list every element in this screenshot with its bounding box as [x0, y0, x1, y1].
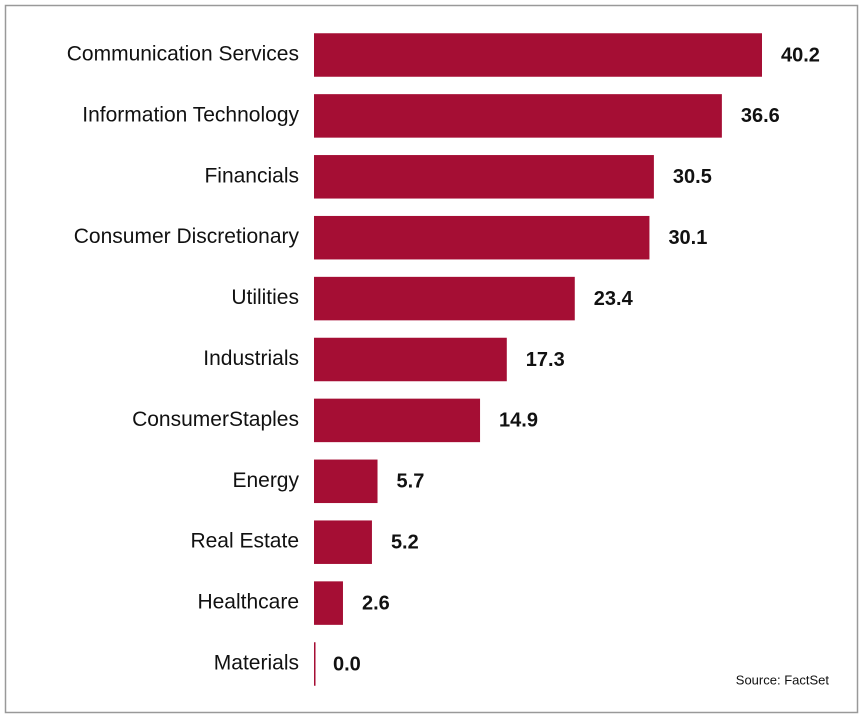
value-label: 0.0 [333, 653, 361, 675]
category-label: Healthcare [197, 591, 299, 614]
value-label: 30.1 [668, 227, 707, 249]
bar [314, 581, 343, 625]
category-label: Utilities [231, 286, 299, 309]
value-label: 5.2 [391, 531, 419, 553]
frame [4, 4, 859, 714]
value-label: 17.3 [526, 349, 565, 371]
source-note: Source: FactSet [736, 672, 830, 687]
bar [314, 155, 654, 199]
category-label: Communication Services [67, 43, 299, 66]
category-label: Industrials [203, 347, 299, 370]
bar [314, 520, 372, 564]
category-label: ConsumerStaples [132, 408, 299, 431]
category-label: Consumer Discretionary [74, 225, 300, 248]
value-label: 2.6 [362, 592, 390, 614]
bar [314, 337, 507, 382]
category-label: Energy [232, 469, 299, 492]
value-label: 36.6 [741, 105, 780, 127]
bar [314, 94, 722, 138]
bar [314, 33, 762, 77]
bar [314, 398, 481, 443]
category-label: Materials [214, 652, 299, 675]
category-label: Financials [204, 164, 299, 187]
bar [314, 459, 378, 504]
value-label: 14.9 [499, 410, 538, 432]
value-label: 30.5 [673, 166, 712, 188]
value-label: 5.7 [397, 471, 425, 493]
category-label: Information Technology [82, 103, 299, 126]
category-label: Real Estate [190, 530, 299, 553]
value-label: 23.4 [594, 288, 634, 310]
bar [314, 276, 575, 321]
bar [314, 215, 650, 260]
value-label: 40.2 [781, 44, 820, 66]
